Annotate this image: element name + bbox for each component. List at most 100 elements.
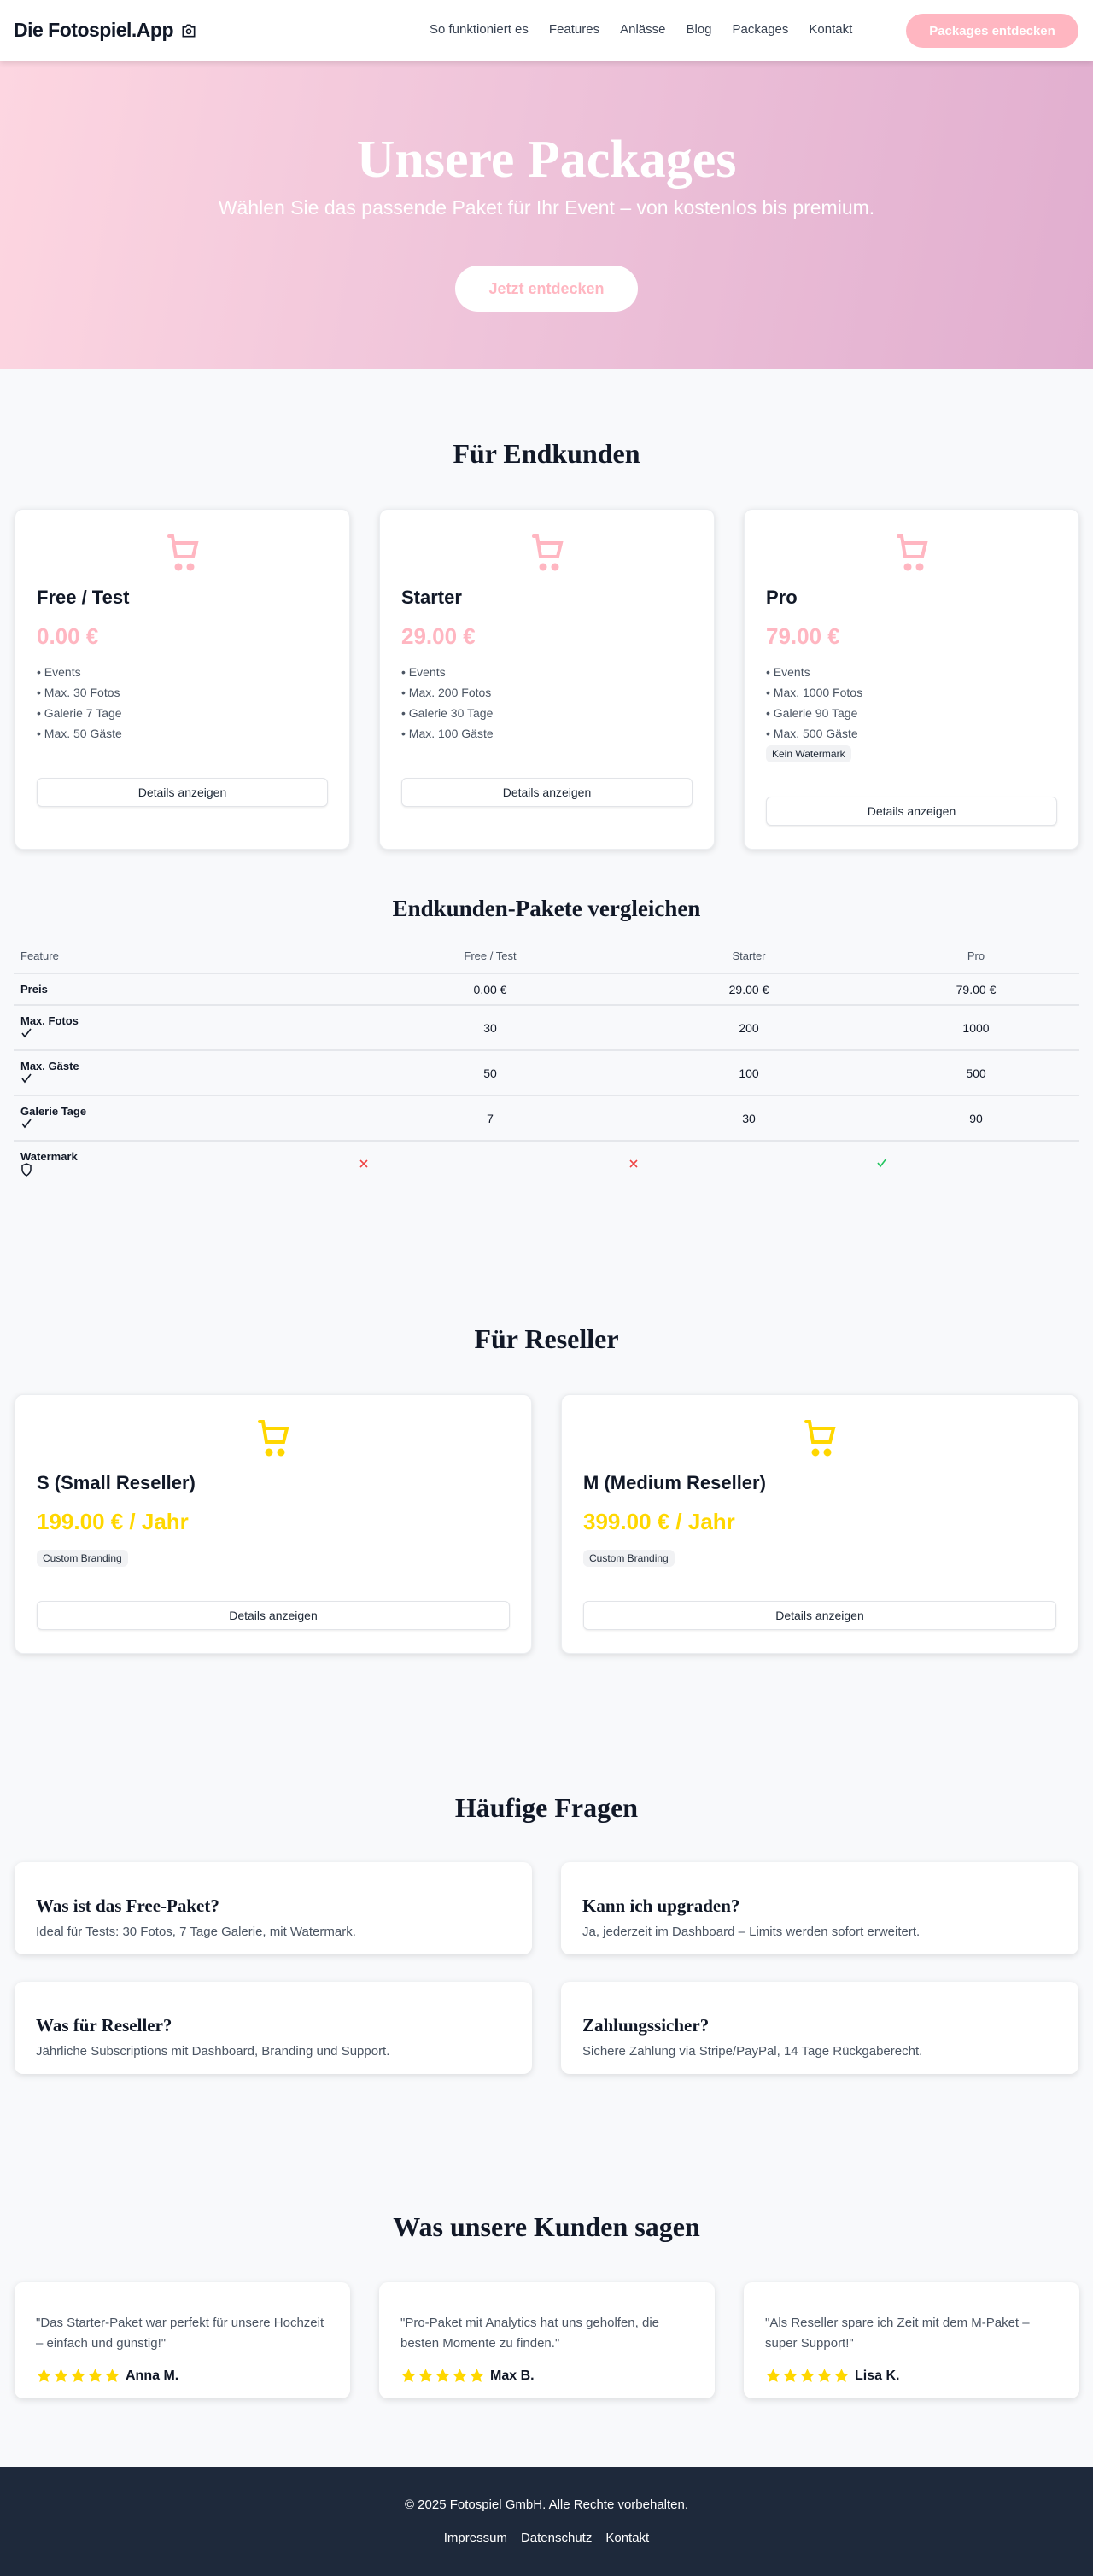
feature-item: • Max. 30 Fotos xyxy=(37,686,120,699)
header-pro: Pro xyxy=(873,939,1079,974)
package-name: S (Small Reseller) xyxy=(37,1472,196,1493)
footer-link-datenschutz[interactable]: Datenschutz xyxy=(520,2531,593,2545)
details-button[interactable]: Details anzeigen xyxy=(37,778,328,807)
jetzt-entdecken-button[interactable]: Jetzt entdecken xyxy=(455,266,638,312)
footer-link-kontakt[interactable]: Kontakt xyxy=(605,2531,650,2545)
x-icon xyxy=(359,1159,368,1168)
faq-question: Was für Reseller? xyxy=(36,2015,172,2036)
faq-question: Zahlungssicher? xyxy=(582,2015,710,2036)
testimonial-card: "Als Reseller spare ich Zeit mit dem M-P… xyxy=(744,2282,1079,2398)
testimonial-card: "Pro-Paket mit Analytics hat uns geholfe… xyxy=(379,2282,715,2398)
feature-item: • Events xyxy=(37,665,81,679)
star-icon xyxy=(37,2369,51,2383)
table-row: Preis 0.00 €29.00 €79.00 € xyxy=(14,973,1079,1006)
table-cell: 100 xyxy=(625,1050,873,1096)
package-card: Pro 79.00 € • Events • Max. 1000 Fotos • G… xyxy=(744,509,1079,850)
header-feature: Feature xyxy=(14,939,355,974)
feature-badge: Custom Branding xyxy=(583,1550,675,1567)
package-price: 29.00 € xyxy=(401,623,476,649)
table-cell: 0.00 € xyxy=(355,973,625,1006)
package-name: Pro xyxy=(766,587,798,608)
watermark-cell xyxy=(625,1141,873,1187)
feature-item: • Max. 100 Gäste xyxy=(401,727,494,740)
reseller-title: Für Reseller xyxy=(474,1323,619,1354)
check-icon xyxy=(21,1028,32,1037)
reseller-package-card: M (Medium Reseller) 399.00 € / Jahr Cust… xyxy=(561,1394,1078,1654)
feature-list: • Events • Max. 200 Fotos • Galerie 30 Tag… xyxy=(401,662,693,744)
shopping-cart-icon xyxy=(896,534,928,571)
feature-badge: Kein Watermark xyxy=(766,745,851,762)
star-icon xyxy=(71,2369,85,2383)
faq-answer: Ja, jederzeit im Dashboard – Limits werd… xyxy=(582,1925,921,1939)
table-row: Max. Gäste 50 100 500 xyxy=(14,1050,1079,1096)
feature-item: • Events xyxy=(766,665,810,679)
feature-item: • Events xyxy=(401,665,446,679)
feature-list: • Events • Max. 30 Fotos • Galerie 7 Tage •… xyxy=(37,662,328,744)
star-icon xyxy=(418,2369,433,2383)
shield-icon xyxy=(21,1162,32,1177)
feature-item: • Galerie 30 Tage xyxy=(401,706,494,720)
feature-list: • Events • Max. 1000 Fotos • Galerie 90 Ta… xyxy=(766,662,1057,744)
x-icon xyxy=(629,1159,638,1168)
nav-link-features[interactable]: Features xyxy=(548,22,600,37)
testimonial-quote: "Als Reseller spare ich Zeit mit dem M-P… xyxy=(765,2316,1030,2351)
package-price: 199.00 € / Jahr xyxy=(37,1509,189,1534)
packages-entdecken-button[interactable]: Packages entdecken xyxy=(906,14,1078,48)
hero: Unsere Packages Wählen Sie das passende … xyxy=(0,61,1093,369)
star-icon xyxy=(817,2369,832,2383)
testimonial-card: "Das Starter-Paket war perfekt für unser… xyxy=(15,2282,350,2398)
brand-name: Die Fotospiel.App xyxy=(14,19,174,41)
nav-link-so-funktioniert-es[interactable]: So funktioniert es xyxy=(430,22,529,37)
endkunden-title: Für Endkunden xyxy=(453,438,640,469)
table-cell: 90 xyxy=(873,1095,1079,1142)
faq-answer: Sichere Zahlung via Stripe/PayPal, 14 Ta… xyxy=(582,2044,923,2059)
table-cell: 50 xyxy=(355,1050,625,1096)
star-icon xyxy=(435,2369,450,2383)
footer-link-impressum[interactable]: Impressum xyxy=(443,2531,507,2545)
package-name: M (Medium Reseller) xyxy=(583,1472,766,1493)
testimonial-author: Anna M. xyxy=(126,2368,179,2383)
row-label: Max. Fotos xyxy=(20,1013,79,1027)
header-free: Free / Test xyxy=(355,939,625,974)
table-row: Watermark xyxy=(14,1141,1079,1187)
details-button[interactable]: Details anzeigen xyxy=(766,797,1057,826)
details-button[interactable]: Details anzeigen xyxy=(37,1601,510,1630)
table-row: Galerie Tage 7 30 90 xyxy=(14,1095,1079,1142)
nav-link-blog[interactable]: Blog xyxy=(686,22,712,37)
feature-item: • Max. 50 Gäste xyxy=(37,727,122,740)
faq-answer: Jährliche Subscriptions mit Dashboard, B… xyxy=(36,2044,390,2059)
faq-question: Was ist das Free-Paket? xyxy=(36,1895,219,1916)
nav-link-anlaesse[interactable]: Anlässe xyxy=(620,22,666,37)
header-starter: Starter xyxy=(625,939,873,974)
hero-title: Unsere Packages xyxy=(356,131,737,189)
package-price: 399.00 € / Jahr xyxy=(583,1509,735,1534)
table-cell: 1000 xyxy=(873,1005,1079,1051)
nav-link-kontakt[interactable]: Kontakt xyxy=(809,22,853,37)
feature-item: • Max. 1000 Fotos xyxy=(766,686,863,699)
star-icon xyxy=(766,2369,780,2383)
reseller-package-card: S (Small Reseller) 199.00 € / Jahr Custo… xyxy=(15,1394,532,1654)
details-button[interactable]: Details anzeigen xyxy=(401,778,693,807)
star-icon xyxy=(453,2369,467,2383)
faq-item: Zahlungssicher? Sichere Zahlung via Stri… xyxy=(561,1982,1078,2074)
check-icon xyxy=(877,1158,887,1168)
testimonial-author: Lisa K. xyxy=(855,2368,900,2383)
brand-logo[interactable]: Die Fotospiel.App xyxy=(14,19,197,42)
details-button[interactable]: Details anzeigen xyxy=(583,1601,1056,1630)
package-price: 79.00 € xyxy=(766,623,840,649)
table-cell: 29.00 € xyxy=(625,973,873,1006)
table-cell: 30 xyxy=(355,1005,625,1051)
faq-item: Kann ich upgraden? Ja, jederzeit im Dash… xyxy=(561,1862,1078,1954)
testimonial-quote: "Das Starter-Paket war perfekt für unser… xyxy=(36,2316,324,2351)
faq-title: Häufige Fragen xyxy=(454,1792,639,1823)
faq-item: Was ist das Free-Paket? Ideal für Tests:… xyxy=(15,1862,532,1954)
feature-item: • Galerie 7 Tage xyxy=(37,706,122,720)
copyright: © 2025 Fotospiel GmbH. Alle Rechte vorbe… xyxy=(404,2497,689,2512)
star-icon xyxy=(834,2369,849,2383)
check-icon xyxy=(21,1073,32,1083)
star-icon xyxy=(783,2369,798,2383)
check-icon xyxy=(21,1119,32,1128)
feature-item: • Galerie 90 Tage xyxy=(766,706,858,720)
watermark-cell xyxy=(355,1141,625,1187)
nav-link-packages[interactable]: Packages xyxy=(732,22,789,37)
